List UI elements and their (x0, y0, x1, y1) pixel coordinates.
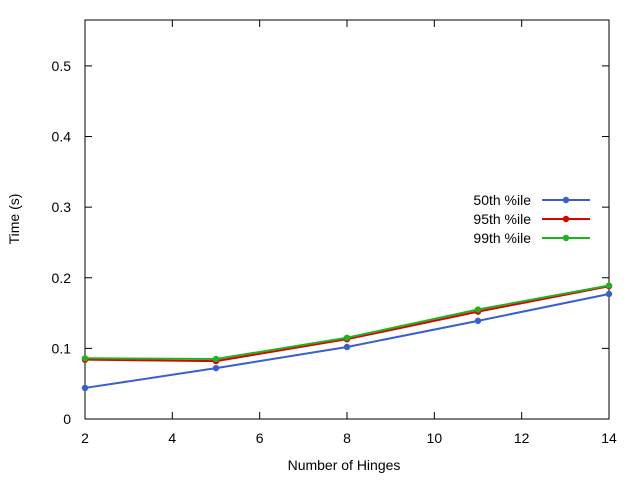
legend-marker (562, 234, 570, 242)
legend-marker (562, 215, 570, 223)
legend-label: 95th %ile (473, 211, 531, 227)
legend-label: 99th %ile (473, 230, 531, 246)
y-tick-label: 0.3 (52, 199, 72, 215)
x-tick-label: 14 (601, 430, 617, 446)
legend-label: 50th %ile (473, 192, 531, 208)
x-axis-label: Number of Hinges (288, 457, 401, 473)
data-point (343, 343, 351, 351)
series-1 (81, 290, 613, 392)
data-point (605, 282, 613, 289)
data-point (212, 355, 220, 363)
legend: 50th %ile 95th %ile 99th %ile (473, 192, 590, 246)
y-tick-label: 0.1 (52, 340, 72, 356)
legend-marker (562, 196, 570, 204)
data-point (474, 306, 482, 313)
data-point (343, 334, 351, 341)
x-tick-label: 8 (343, 430, 351, 446)
x-tick-label: 12 (514, 430, 530, 446)
data-point (212, 364, 220, 372)
series-layer (81, 282, 613, 392)
y-tick-label: 0.5 (52, 58, 72, 74)
x-tick-label: 4 (168, 430, 176, 446)
series-3 (81, 282, 613, 363)
x-tick-label: 6 (256, 430, 264, 446)
data-point (81, 384, 89, 392)
tick-layer: 2 4 6 8 10 12 14 0 0.1 0.2 0.3 0.4 0.5 (52, 20, 617, 446)
data-point (81, 355, 89, 362)
x-tick-label: 10 (427, 430, 443, 446)
y-tick-label: 0.4 (52, 129, 72, 145)
series-2 (81, 283, 613, 365)
y-axis-label: Time (s) (6, 194, 22, 245)
x-tick-label: 2 (81, 430, 89, 446)
y-tick-label: 0 (63, 411, 71, 427)
data-point (605, 290, 613, 298)
y-tick-label: 0.2 (52, 270, 72, 286)
data-point (474, 317, 482, 325)
